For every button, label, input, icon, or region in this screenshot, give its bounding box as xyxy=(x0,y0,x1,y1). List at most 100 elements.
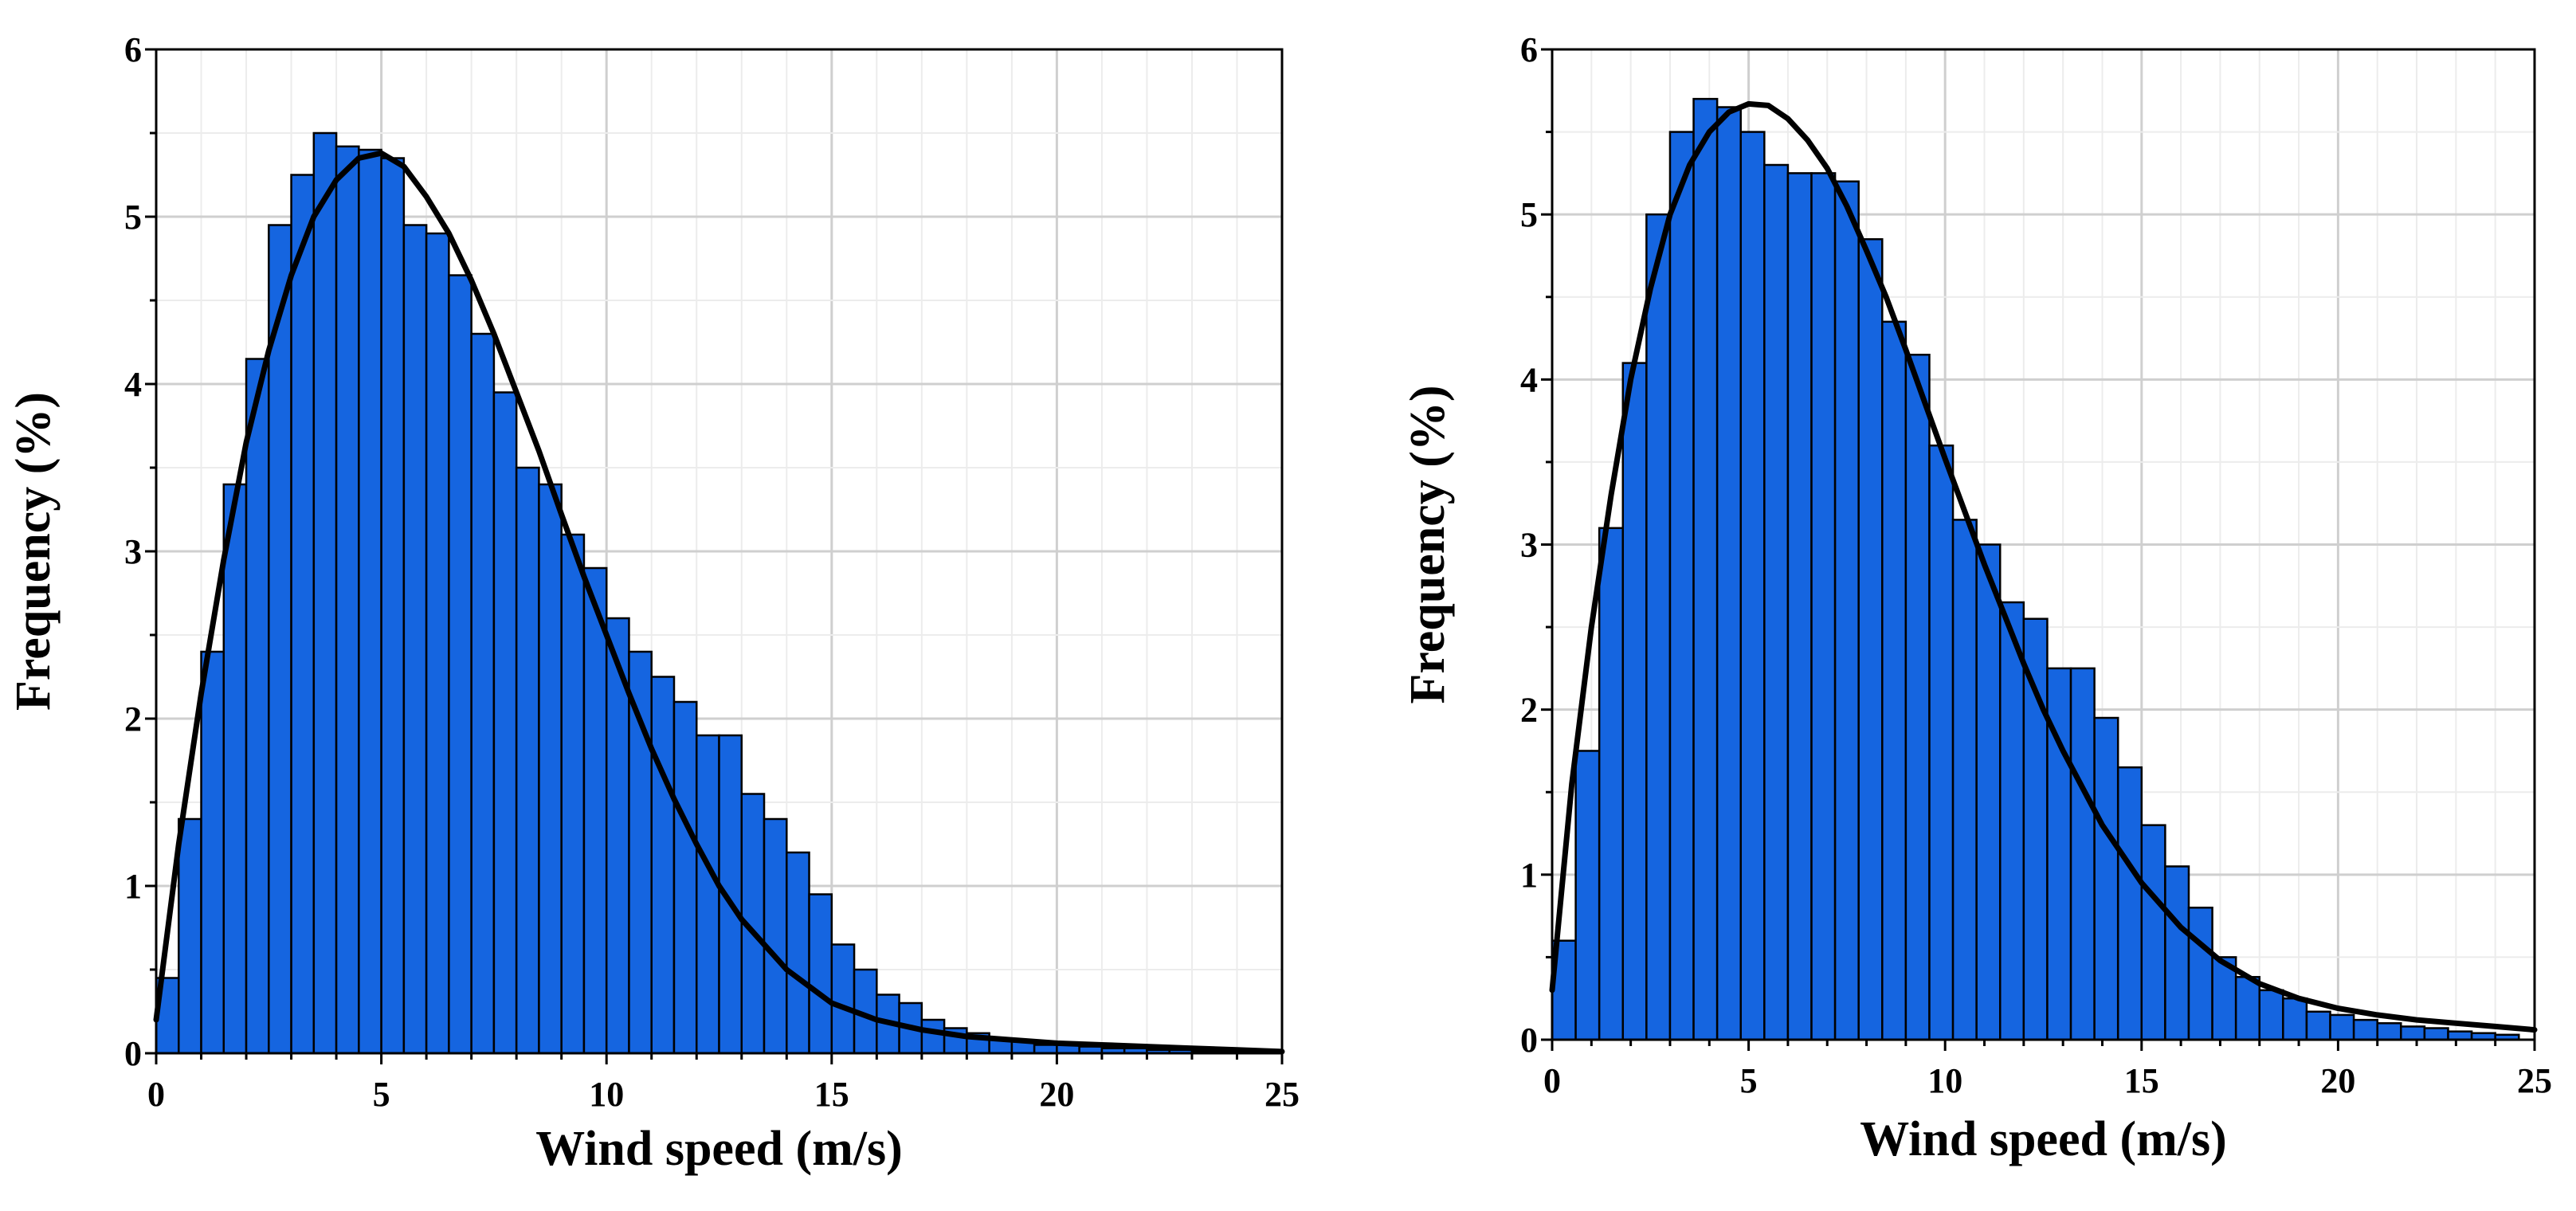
histogram-bar xyxy=(2329,1013,2355,1041)
histogram-bar xyxy=(763,817,788,1055)
histogram-bar xyxy=(695,734,720,1055)
y-tick-label: 1 xyxy=(124,867,142,906)
x-tick-label: 5 xyxy=(373,1075,390,1114)
y-tick-label: 2 xyxy=(1520,691,1538,730)
histogram-bar xyxy=(2258,989,2284,1041)
histogram-bar xyxy=(515,466,540,1055)
x-tick-label: 10 xyxy=(1927,1061,1962,1100)
y-axis: 0 1 2 3 4 5 6 xyxy=(124,30,156,1073)
histogram-bar xyxy=(1645,213,1672,1041)
histogram-bar xyxy=(402,224,428,1055)
y-tick-label: 6 xyxy=(1520,30,1538,69)
histogram-bar xyxy=(335,145,360,1055)
histogram-bar xyxy=(2116,766,2143,1041)
histogram-bar xyxy=(492,391,518,1055)
histogram-bar xyxy=(200,650,225,1055)
y-tick-label: 0 xyxy=(1520,1021,1538,1060)
histogram-bar xyxy=(2447,1030,2473,1041)
histogram-bar xyxy=(2093,716,2119,1041)
histogram-bar xyxy=(853,968,878,1055)
y-tick-label: 4 xyxy=(124,365,142,404)
histogram-bar xyxy=(920,1018,946,1055)
x-tick-label: 15 xyxy=(814,1075,849,1114)
chart-left: 0 5 10 15 20 25 0 1 2 3 4 5 6 Wind speed (m/s) Frequen… xyxy=(6,30,1300,1176)
y-axis-title: Frequency (%) xyxy=(1401,385,1455,703)
histogram-bar xyxy=(1621,362,1648,1041)
histogram-bar xyxy=(1904,354,1931,1041)
y-axis: 0 1 2 3 4 5 6 xyxy=(1520,30,1552,1060)
histogram-bar xyxy=(2140,824,2166,1041)
histogram-bar xyxy=(830,943,856,1055)
histogram-bar xyxy=(1692,97,1719,1041)
histogram-bar xyxy=(1033,1044,1058,1055)
x-tick-label: 10 xyxy=(589,1075,624,1114)
x-tick-label: 0 xyxy=(1543,1061,1561,1100)
histogram-bar xyxy=(1833,180,1860,1041)
histogram-bar xyxy=(1975,543,2002,1041)
histogram-bar xyxy=(380,157,406,1055)
x-tick-label: 15 xyxy=(2124,1061,2159,1100)
histogram-bar xyxy=(425,232,450,1055)
histogram-bar xyxy=(1598,527,1625,1041)
histogram-bars xyxy=(155,131,1284,1055)
histogram-bar xyxy=(222,483,248,1055)
histogram-bar xyxy=(2352,1018,2378,1041)
histogram-bar xyxy=(268,224,292,1055)
histogram-bar xyxy=(312,131,338,1055)
histogram-bar xyxy=(2305,1010,2331,1041)
histogram-bar xyxy=(560,533,586,1055)
histogram-bar xyxy=(470,332,496,1055)
histogram-bar xyxy=(582,566,608,1055)
y-tick-label: 2 xyxy=(124,700,142,739)
histogram-bar xyxy=(2400,1025,2426,1041)
y-axis-title: Frequency (%) xyxy=(6,392,61,711)
histogram-bar xyxy=(1951,519,1978,1041)
histogram-bar xyxy=(2282,997,2308,1041)
histogram-bar xyxy=(1668,131,1695,1041)
histogram-bar xyxy=(1739,131,1766,1041)
histogram-bar xyxy=(2234,976,2261,1041)
histogram-bar xyxy=(1715,106,1742,1041)
histogram-bar xyxy=(538,483,563,1055)
fitted-curve xyxy=(153,150,1285,1055)
histogram-bar xyxy=(672,700,698,1055)
histogram-bar xyxy=(2187,907,2213,1041)
histogram-bar xyxy=(2423,1027,2449,1041)
x-axis-title: Wind speed (m/s) xyxy=(535,1122,903,1176)
y-tick-label: 3 xyxy=(1520,526,1538,565)
histogram-bar xyxy=(2164,865,2190,1041)
fitted-curve xyxy=(1549,100,2538,1033)
histogram-bar xyxy=(1857,237,1884,1041)
histogram-bar xyxy=(1998,601,2025,1041)
y-tick-label: 3 xyxy=(124,532,142,571)
x-axis-title: Wind speed (m/s) xyxy=(1860,1112,2227,1166)
histogram-bar xyxy=(1810,172,1837,1041)
histogram-bar xyxy=(245,358,270,1055)
histogram-bar xyxy=(650,676,676,1055)
histogram-bar xyxy=(1786,172,1813,1041)
x-tick-label: 25 xyxy=(1264,1075,1300,1114)
histogram-bar xyxy=(2376,1022,2402,1041)
histogram-bar xyxy=(178,817,202,1055)
histogram-bar xyxy=(1928,444,1955,1041)
histogram-bar xyxy=(1574,750,1601,1041)
histogram-bar xyxy=(628,650,653,1055)
histogram-bar xyxy=(808,893,833,1055)
y-tick-label: 1 xyxy=(1520,856,1538,895)
histogram-bar xyxy=(786,851,810,1055)
histogram-bar xyxy=(2069,667,2096,1041)
chart-right: 0 5 10 15 20 25 0 1 2 3 4 5 6 Wind speed (m/s) Frequen… xyxy=(1401,30,2552,1166)
y-tick-label: 5 xyxy=(1520,195,1538,234)
histogram-bar xyxy=(2022,617,2049,1041)
histogram-bar xyxy=(1881,320,1907,1041)
x-tick-label: 20 xyxy=(2320,1061,2355,1100)
x-axis: 0 5 10 15 20 25 xyxy=(147,1053,1300,1114)
histogram-bar xyxy=(358,148,382,1055)
y-tick-label: 0 xyxy=(124,1034,142,1073)
x-tick-label: 25 xyxy=(2517,1061,2552,1100)
y-tick-label: 6 xyxy=(124,30,142,69)
y-tick-label: 4 xyxy=(1520,360,1538,399)
x-tick-label: 0 xyxy=(147,1075,165,1114)
histogram-bar xyxy=(448,274,472,1055)
